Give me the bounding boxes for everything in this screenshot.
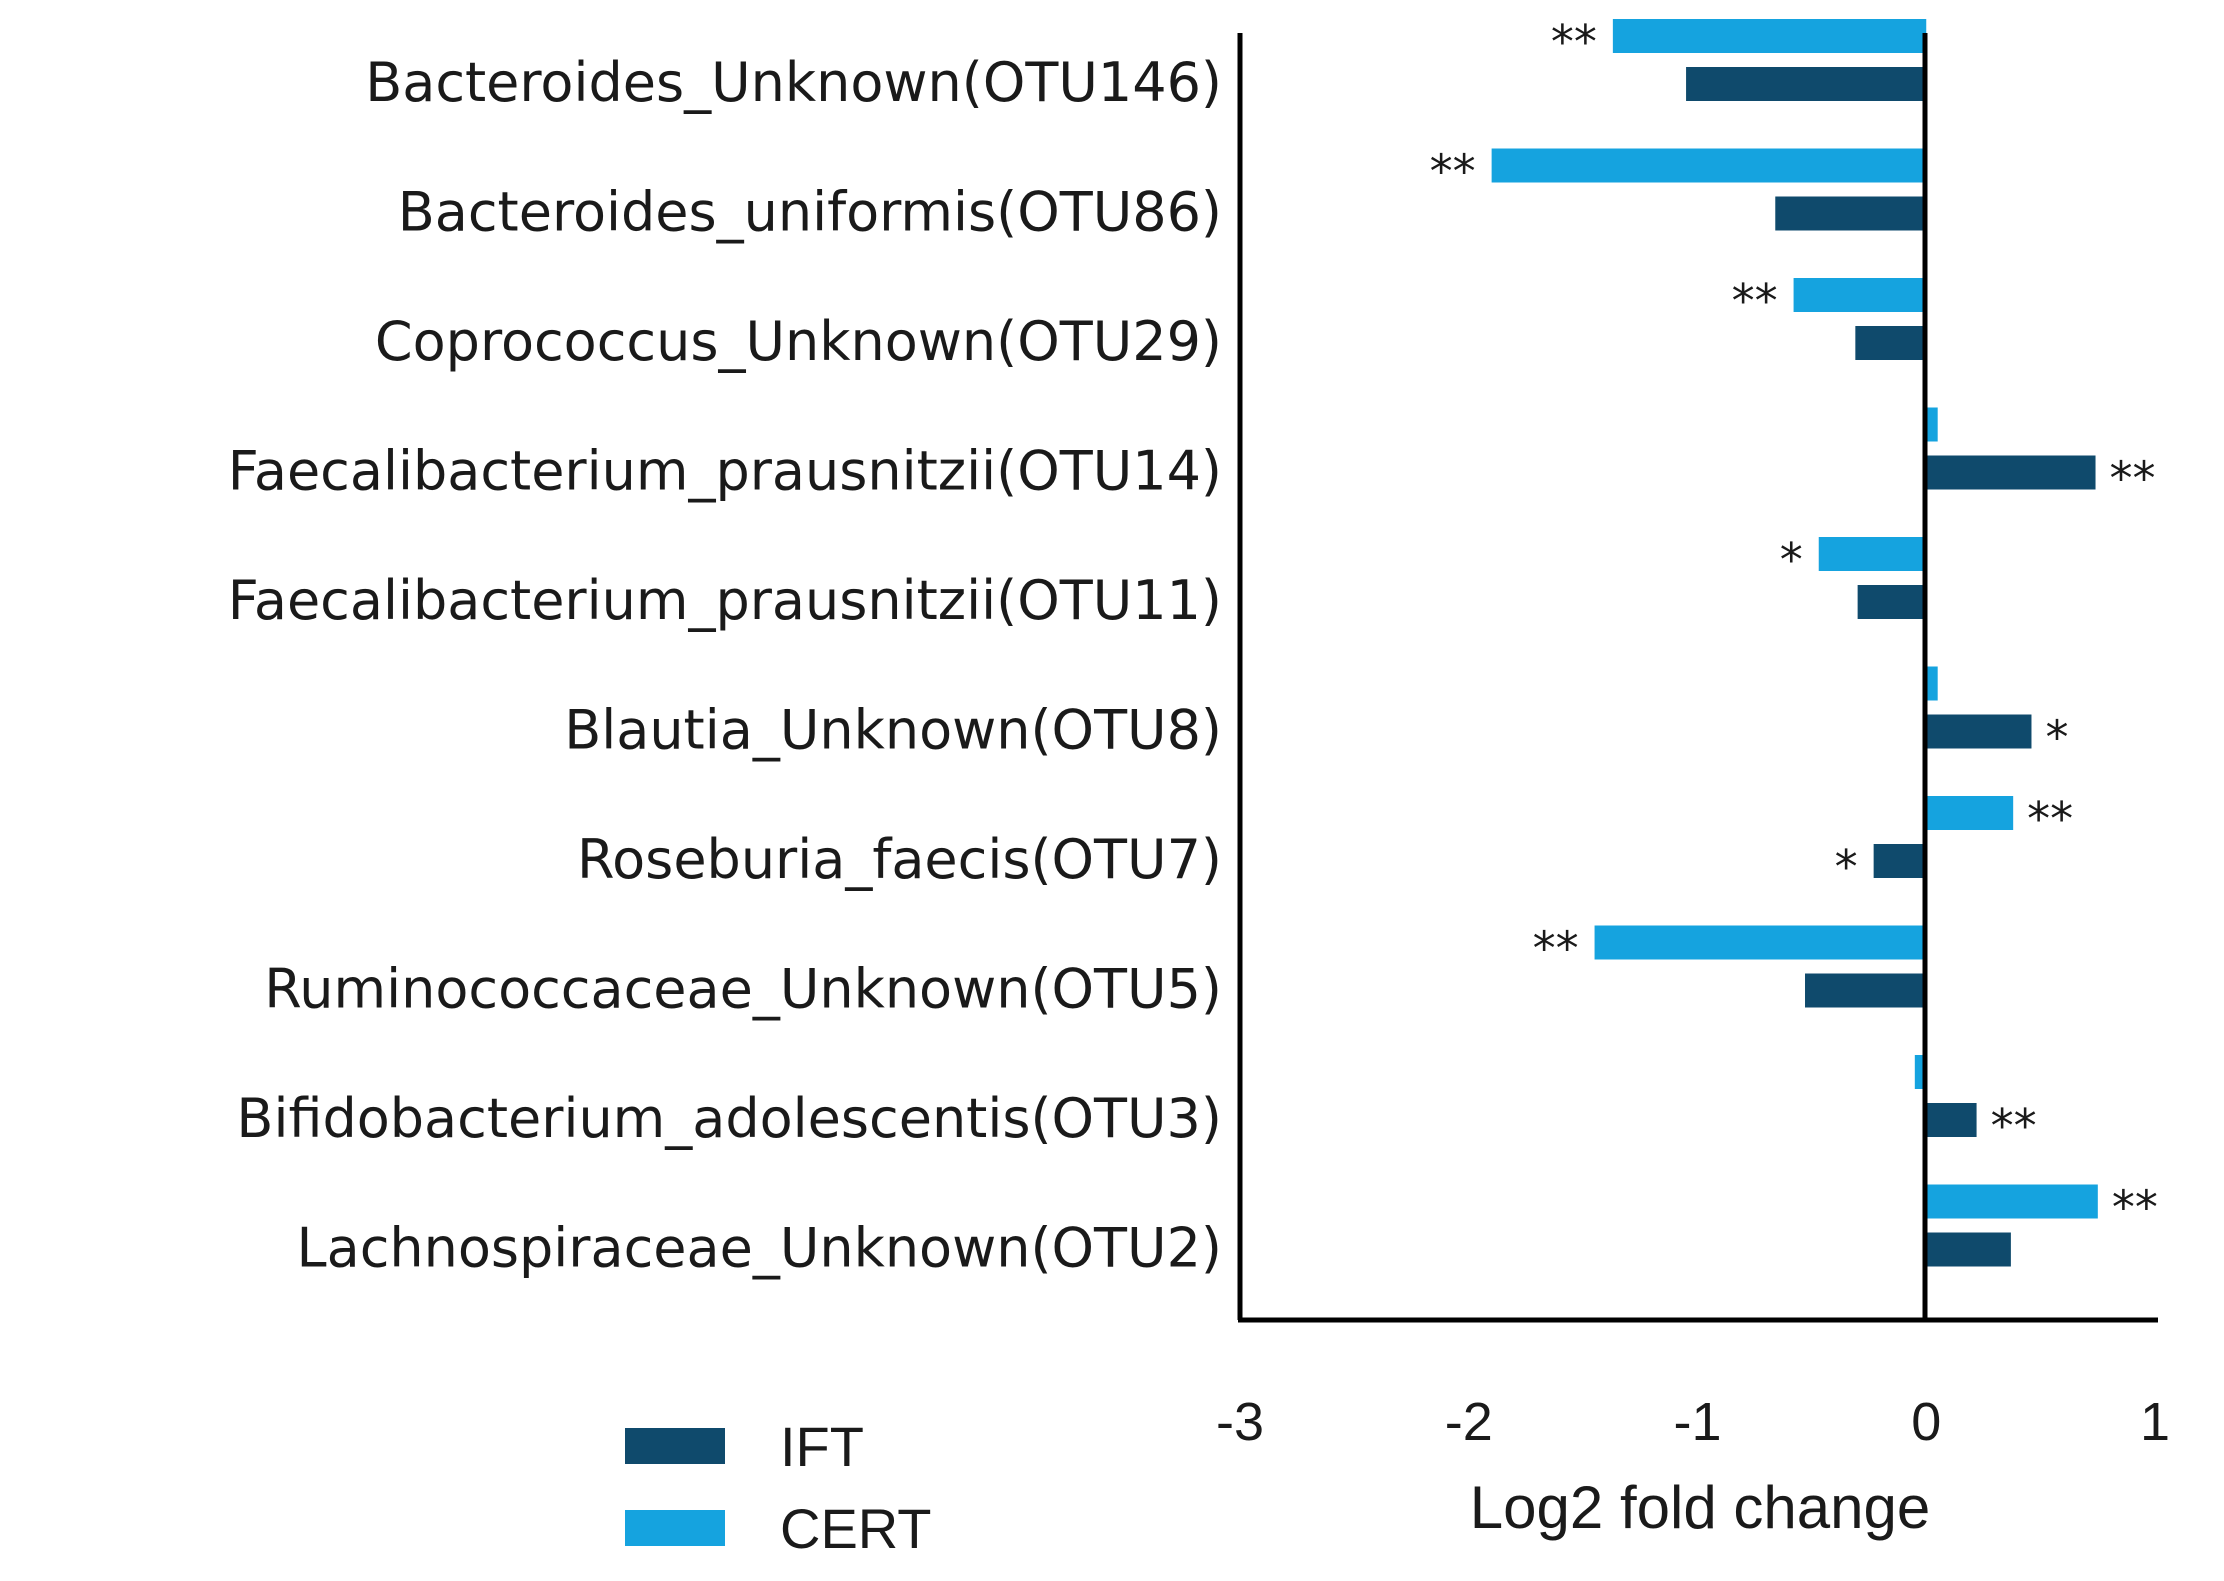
bar-cert — [1612, 19, 1927, 53]
category-label: Faecalibacterium_prausnitzii(OTU11) — [228, 569, 1222, 632]
bar-ift — [1857, 585, 1927, 619]
significance-marker: * — [2045, 711, 2068, 765]
bar-cert — [1926, 1184, 2098, 1219]
x-tick-label: 0 — [1911, 1392, 1941, 1452]
bar-ift — [1686, 67, 1927, 101]
significance-marker: * — [1835, 840, 1858, 894]
bar-cert — [1594, 925, 1927, 960]
legend-swatch-ift — [625, 1428, 725, 1464]
significance-marker: ** — [2112, 1181, 2158, 1235]
category-label: Blautia_Unknown(OTU8) — [564, 699, 1222, 762]
significance-marker: ** — [1732, 274, 1778, 328]
legend-label-ift: IFT — [780, 1415, 864, 1478]
bars — [1491, 19, 2098, 1267]
bar-cert — [1914, 1055, 1927, 1089]
x-tick-label: 1 — [2140, 1392, 2170, 1452]
bar-ift — [1926, 1232, 2011, 1267]
category-label: Bacteroides_Unknown(OTU146) — [365, 51, 1222, 114]
legend: IFT CERT — [625, 1415, 931, 1560]
category-label: Ruminococcaceae_Unknown(OTU5) — [264, 958, 1222, 1021]
significance-marker: ** — [1430, 145, 1476, 199]
category-label: Faecalibacterium_prausnitzii(OTU14) — [228, 440, 1222, 503]
bar-ift — [1926, 1103, 1977, 1137]
bar-ift — [1855, 326, 1927, 360]
x-tick-label: -1 — [1673, 1392, 1721, 1452]
category-label: Bacteroides_uniformis(OTU86) — [398, 181, 1222, 244]
x-tick-label: -2 — [1445, 1392, 1493, 1452]
category-labels: Bacteroides_Unknown(OTU146) Bacteroides_u… — [228, 51, 1222, 1280]
significance-marker: ** — [2027, 792, 2073, 846]
bar-ift — [1805, 973, 1927, 1008]
legend-label-cert: CERT — [780, 1497, 931, 1560]
x-axis-title: Log2 fold change — [1470, 1474, 1930, 1541]
bar-cert — [1926, 796, 2014, 830]
significance-marker: ** — [1551, 15, 1597, 69]
bar-ift — [1926, 455, 2096, 490]
bar-cert — [1926, 666, 1938, 701]
significance-marker: ** — [1991, 1099, 2037, 1153]
legend-swatch-cert — [625, 1510, 725, 1546]
category-label: Lachnospiraceae_Unknown(OTU2) — [297, 1217, 1222, 1280]
significance-marker: * — [1780, 533, 1803, 587]
bar-cert — [1818, 537, 1927, 571]
x-tick-labels: -3 -2 -1 0 1 — [1216, 1392, 2170, 1452]
category-label: Bifidobacterium_adolescentis(OTU3) — [236, 1087, 1222, 1150]
bar-cert — [1793, 278, 1927, 312]
bar-cert — [1491, 148, 1927, 183]
bar-ift — [1926, 714, 2032, 749]
category-label: Roseburia_faecis(OTU7) — [577, 828, 1222, 891]
category-label: Coprococcus_Unknown(OTU29) — [375, 310, 1222, 373]
bar-ift — [1873, 844, 1927, 878]
x-tick-label: -3 — [1216, 1392, 1264, 1452]
bar-cert — [1926, 407, 1938, 442]
significance-marker: ** — [2110, 452, 2156, 506]
significance-marker: ** — [1533, 922, 1579, 976]
bar-ift — [1775, 196, 1927, 231]
significance-markers: ******************* — [1430, 15, 2158, 1235]
